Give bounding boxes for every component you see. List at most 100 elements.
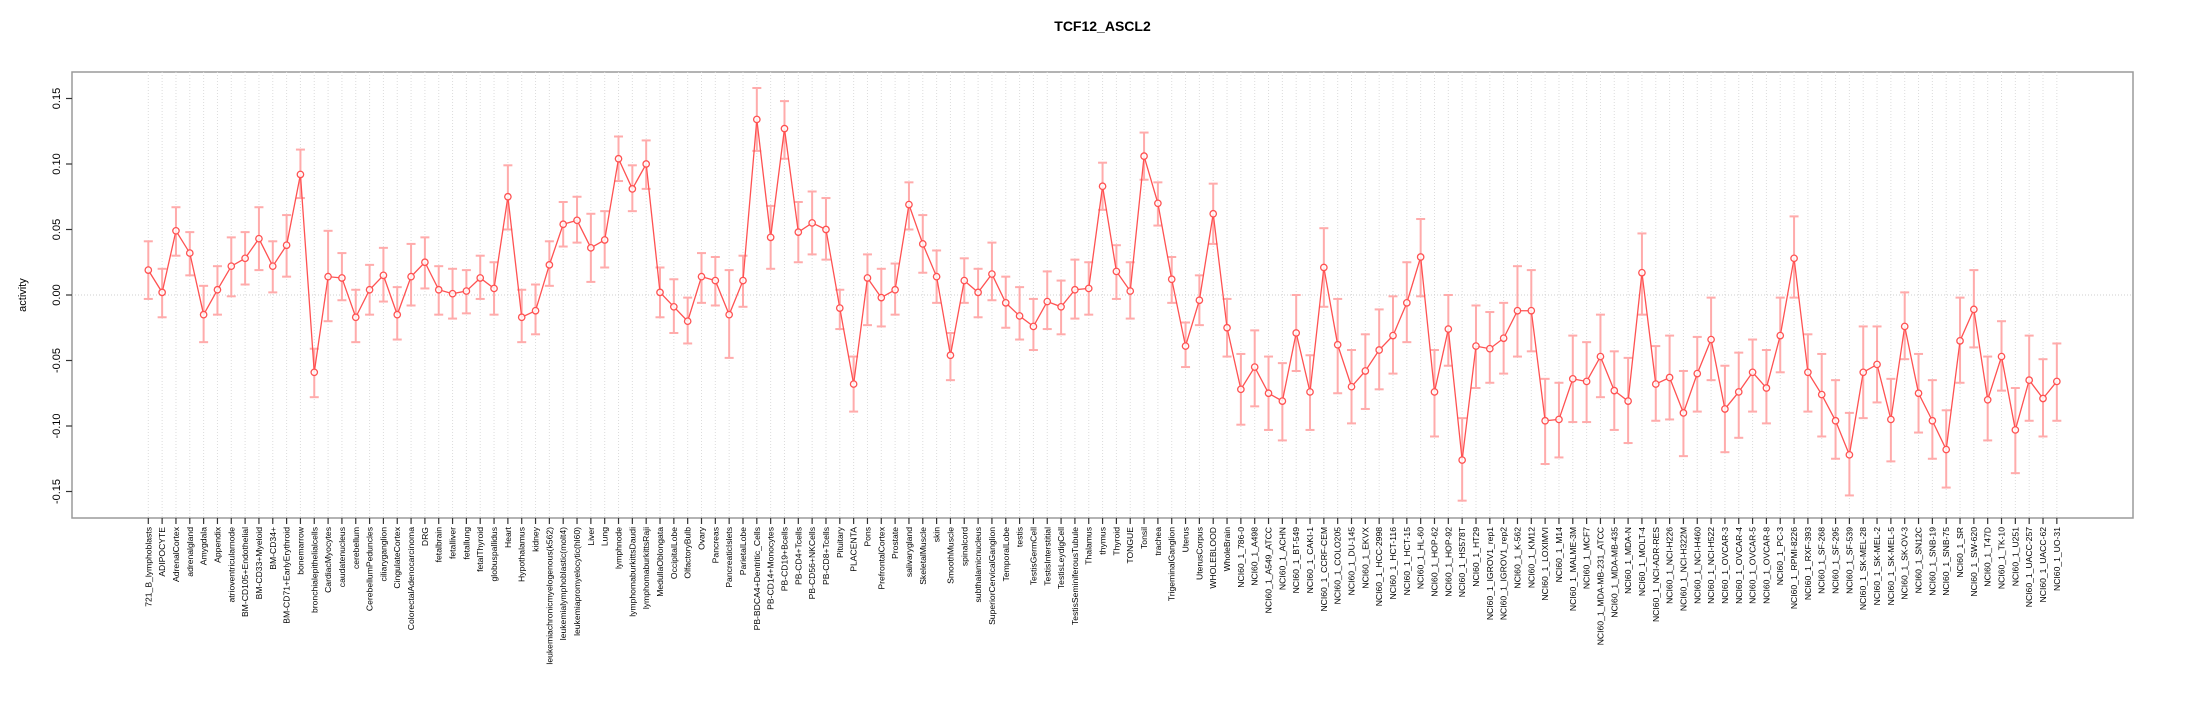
- svg-text:ColorectalAdenocarcinoma: ColorectalAdenocarcinoma: [406, 527, 416, 630]
- x-tick-label: NCI60_1_UACC-257: [2024, 527, 2034, 607]
- x-tick-label: NCI60_1_UACC-62: [2038, 527, 2048, 603]
- data-point-marker: [310, 368, 319, 377]
- svg-text:TestisLeydigCell: TestisLeydigCell: [1056, 527, 1066, 589]
- x-tick-label: trachea: [1153, 527, 1163, 556]
- svg-text:NCI60_1_HCT-15: NCI60_1_HCT-15: [1402, 527, 1412, 596]
- data-point-marker: [1997, 352, 2006, 361]
- svg-text:NCI60_1_NCI-H322M: NCI60_1_NCI-H322M: [1678, 527, 1688, 611]
- x-tick-label: skin: [932, 527, 942, 543]
- data-point-marker: [255, 234, 263, 243]
- svg-text:NCI60_1_MDA-MB-435: NCI60_1_MDA-MB-435: [1609, 527, 1619, 618]
- svg-text:NCI60_1_COLO205: NCI60_1_COLO205: [1333, 527, 1343, 605]
- data-point-marker: [185, 249, 194, 257]
- x-tick-label: NCI60_1_SNB-75: [1941, 527, 1951, 596]
- svg-text:subthalamicnucleus: subthalamicnucleus: [973, 527, 983, 602]
- data-point-marker: [1541, 416, 1549, 425]
- svg-text:NCI60_1_HT29: NCI60_1_HT29: [1471, 527, 1481, 587]
- x-tick-label: NCI60_1_MOLT-4: [1637, 527, 1647, 596]
- x-tick-label: lymphomaburkittsRaji: [641, 527, 651, 609]
- data-point-marker: [1499, 334, 1508, 343]
- data-point-marker: [835, 304, 844, 312]
- x-tick-label: SkeletalMuscle: [918, 527, 928, 585]
- x-tick-label: NCI60_1_A549_ATCC: [1264, 527, 1274, 613]
- x-tick-label: UterusCorpus: [1194, 527, 1204, 580]
- svg-text:NCI60_1_SN12C: NCI60_1_SN12C: [1914, 527, 1924, 593]
- svg-text:721_B_lymphoblasts: 721_B_lymphoblasts: [143, 527, 153, 607]
- svg-text:NCI60_1_SF-268: NCI60_1_SF-268: [1817, 527, 1827, 594]
- x-tick-label: fetalbrain: [434, 527, 444, 563]
- svg-text:trachea: trachea: [1153, 527, 1163, 556]
- data-point-marker: [559, 220, 568, 229]
- svg-text:globuspallidus: globuspallidus: [489, 527, 499, 581]
- data-point-marker: [407, 272, 415, 281]
- data-point-marker: [1237, 385, 1245, 394]
- svg-text:fetalThyroid: fetalThyroid: [475, 527, 485, 572]
- svg-text:NCI60_1_SW-620: NCI60_1_SW-620: [1969, 527, 1979, 597]
- svg-text:NCI60_1_SK-OV-3: NCI60_1_SK-OV-3: [1900, 527, 1910, 600]
- data-point-marker: [379, 271, 388, 280]
- svg-text:cerebellum: cerebellum: [351, 527, 361, 569]
- data-point-marker: [1970, 305, 1978, 314]
- data-point-marker: [905, 200, 913, 209]
- svg-text:NCI60_1_SNB-19: NCI60_1_SNB-19: [1927, 527, 1937, 596]
- svg-text:PB-CD8+Tcells: PB-CD8+Tcells: [821, 527, 831, 585]
- data-point-marker: [462, 287, 471, 295]
- svg-text:SmoothMuscle: SmoothMuscle: [945, 527, 955, 584]
- x-tick-label: NCI60_1_SK-MEL-5: [1886, 527, 1896, 606]
- data-point-marker: [1638, 268, 1646, 277]
- data-point-marker: [1223, 323, 1231, 332]
- svg-text:ADIPOCYTE: ADIPOCYTE: [157, 527, 167, 577]
- data-point-marker: [1942, 445, 1951, 454]
- svg-text:-0.05: -0.05: [51, 348, 63, 373]
- x-tick-label: NCI60_1_MALME-3M: [1568, 527, 1578, 611]
- x-tick-label: TemporalLobe: [1001, 527, 1011, 582]
- data-point-marker: [1320, 263, 1328, 272]
- x-tick-label: NCI60_1_SNB-19: [1927, 527, 1937, 596]
- data-point-marker: [946, 351, 955, 360]
- x-tick-label: ColorectalAdenocarcinoma: [406, 527, 416, 630]
- x-tick-label: NCI60_1_CAKI-1: [1305, 527, 1315, 594]
- data-point-marker: [656, 288, 664, 297]
- x-tick-label: TestisLeydigCell: [1056, 527, 1066, 589]
- x-tick-label: OccipitalLobe: [669, 527, 679, 579]
- svg-text:SkeletalMuscle: SkeletalMuscle: [918, 527, 928, 585]
- x-tick-label: MedullaOblongata: [655, 527, 665, 597]
- data-point-marker: [1928, 416, 1937, 425]
- x-tick-label: cerebellum: [351, 527, 361, 569]
- data-point-marker: [1154, 199, 1162, 208]
- x-tick-label: BM-CD34+: [268, 527, 278, 570]
- data-point-marker: [1333, 340, 1342, 349]
- data-point-marker: [1057, 302, 1065, 311]
- svg-text:NCI60_1_SK-MEL-5: NCI60_1_SK-MEL-5: [1886, 527, 1896, 606]
- data-point-marker: [172, 226, 180, 235]
- data-point-marker: [988, 270, 996, 278]
- data-point-marker: [1582, 377, 1591, 386]
- svg-text:bronchialepithelialcells: bronchialepithelialcells: [309, 527, 319, 613]
- svg-text:NCI60_1_UACC-62: NCI60_1_UACC-62: [2038, 527, 2048, 603]
- svg-text:Thyroid: Thyroid: [1111, 527, 1121, 556]
- svg-text:kidney: kidney: [531, 526, 541, 552]
- data-point-marker: [1001, 299, 1010, 307]
- x-tick-label: WHOLEBLOOD: [1208, 527, 1218, 589]
- data-point-marker: [351, 313, 360, 322]
- svg-text:NCI60_1_DU-145: NCI60_1_DU-145: [1347, 527, 1357, 596]
- data-point-marker: [1983, 395, 1992, 404]
- svg-text:Amygdala: Amygdala: [199, 527, 209, 565]
- data-point-marker: [1721, 405, 1729, 413]
- svg-text:Tonsil: Tonsil: [1139, 527, 1149, 549]
- data-point-marker: [1707, 335, 1715, 344]
- svg-text:NCI60_1_NCI-H226: NCI60_1_NCI-H226: [1665, 527, 1675, 604]
- x-tick-label: NCI60_1_SW-620: [1969, 527, 1979, 597]
- svg-text:PLACENTA: PLACENTA: [849, 527, 859, 572]
- x-tick-label: NCI60_1_HCT-116: [1388, 527, 1398, 600]
- svg-text:NCI60_1_ACHN: NCI60_1_ACHN: [1277, 527, 1287, 590]
- x-tick-label: fetalThyroid: [475, 527, 485, 572]
- svg-text:NCI60_1_EKVX: NCI60_1_EKVX: [1360, 527, 1370, 589]
- x-tick-label: PB-BDCA4+Dentritic_Cells: [752, 527, 762, 630]
- data-point-marker: [1568, 374, 1577, 383]
- x-tick-label: atrioventricularnode: [226, 527, 236, 603]
- data-point-marker: [1776, 331, 1785, 340]
- x-tick-label: Hypothalamus: [517, 527, 527, 582]
- data-point-marker: [1029, 322, 1038, 331]
- x-tick-label: lymphnode: [614, 527, 624, 569]
